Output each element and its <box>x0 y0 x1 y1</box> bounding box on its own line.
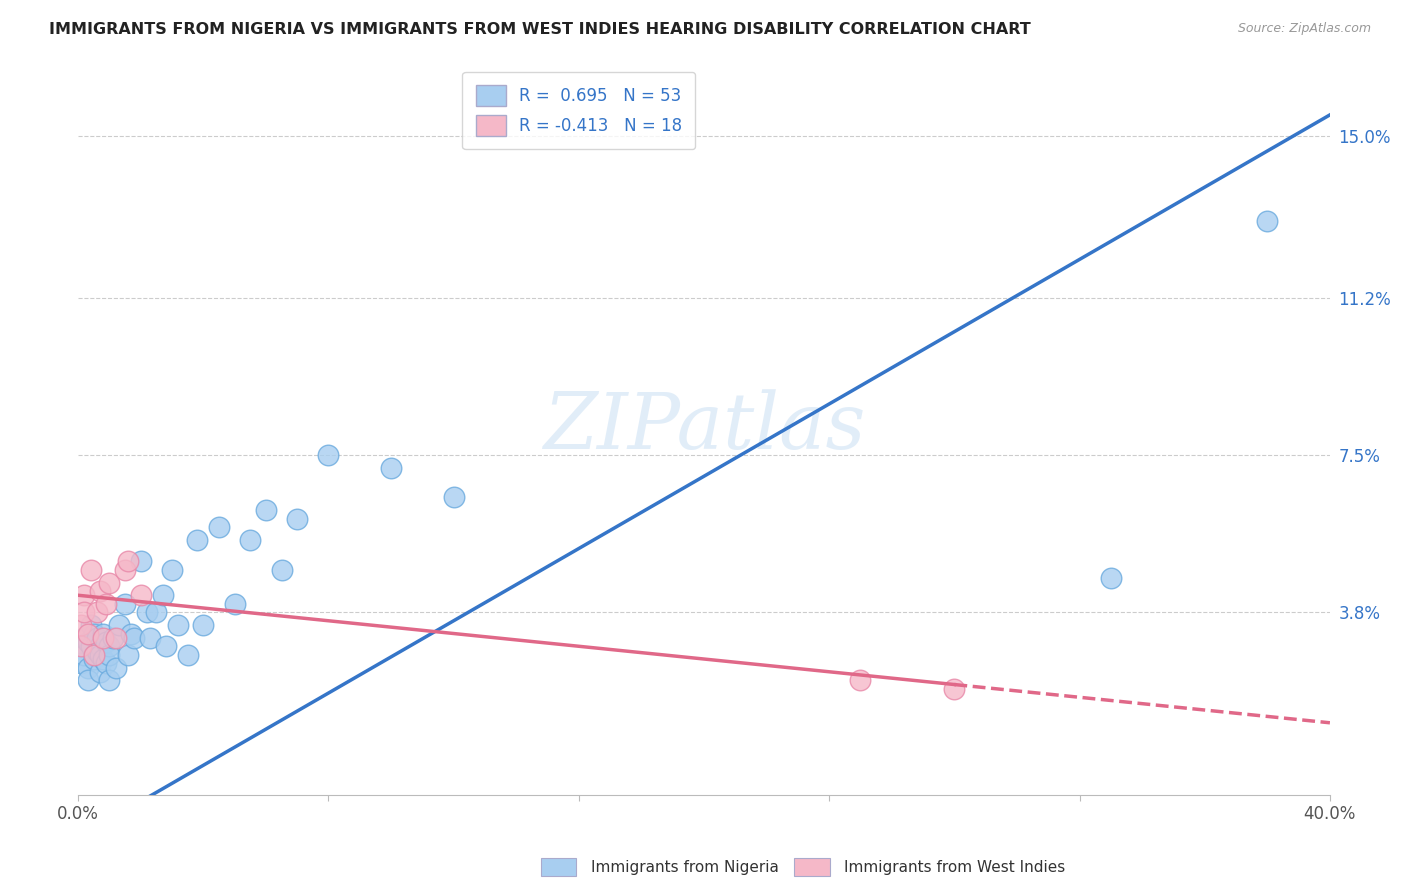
Point <box>98 575 121 590</box>
Point <box>86 631 108 645</box>
Point <box>318 448 340 462</box>
Point <box>98 648 121 662</box>
Text: IMMIGRANTS FROM NIGERIA VS IMMIGRANTS FROM WEST INDIES HEARING DISABILITY CORREL: IMMIGRANTS FROM NIGERIA VS IMMIGRANTS FR… <box>49 22 1031 37</box>
Point <box>104 631 127 645</box>
Point <box>79 640 101 654</box>
Point <box>79 618 101 632</box>
Point <box>943 681 966 696</box>
Point <box>117 648 139 662</box>
Point <box>129 554 152 568</box>
Point <box>193 618 215 632</box>
Point <box>208 520 231 534</box>
Point <box>254 503 277 517</box>
Point <box>443 491 465 505</box>
Point <box>139 631 162 645</box>
Point <box>117 554 139 568</box>
Point <box>91 626 114 640</box>
Point <box>96 597 118 611</box>
Point <box>83 626 105 640</box>
Point <box>89 640 111 654</box>
Point <box>129 588 152 602</box>
Point <box>186 533 208 547</box>
Point <box>167 618 190 632</box>
Point <box>104 660 127 674</box>
Point <box>91 652 114 666</box>
Point <box>107 618 129 632</box>
Point <box>70 640 93 654</box>
Point <box>76 635 98 649</box>
Point <box>70 640 93 654</box>
Point <box>145 605 167 619</box>
Point <box>70 618 93 632</box>
Point <box>124 631 146 645</box>
Point <box>86 643 108 657</box>
Point <box>285 512 308 526</box>
Point <box>76 626 98 640</box>
Point <box>176 648 198 662</box>
Point <box>76 660 98 674</box>
Point <box>83 648 105 662</box>
Point <box>83 648 105 662</box>
Point <box>73 631 96 645</box>
Text: Source: ZipAtlas.com: Source: ZipAtlas.com <box>1237 22 1371 36</box>
Legend: R =  0.695   N = 53, R = -0.413   N = 18: R = 0.695 N = 53, R = -0.413 N = 18 <box>463 71 696 150</box>
Point <box>98 640 121 654</box>
Point <box>86 605 108 619</box>
Point <box>98 673 121 688</box>
Point <box>96 635 118 649</box>
Point <box>239 533 262 547</box>
Point <box>96 657 118 671</box>
Point <box>89 665 111 679</box>
Point <box>101 631 124 645</box>
Point <box>224 597 246 611</box>
Point <box>114 563 136 577</box>
Point <box>83 652 105 666</box>
Point <box>155 640 177 654</box>
Point <box>1256 214 1278 228</box>
Point <box>160 563 183 577</box>
Point <box>136 605 159 619</box>
Point <box>1099 571 1122 585</box>
Point <box>114 597 136 611</box>
Point <box>89 648 111 662</box>
Point <box>91 631 114 645</box>
Point <box>79 563 101 577</box>
Point <box>73 588 96 602</box>
Text: ZIPatlas: ZIPatlas <box>543 389 865 466</box>
Point <box>152 588 174 602</box>
Text: Immigrants from Nigeria: Immigrants from Nigeria <box>591 860 779 874</box>
Point <box>70 657 93 671</box>
Point <box>120 626 142 640</box>
Point <box>89 584 111 599</box>
Point <box>380 460 402 475</box>
Point <box>73 648 96 662</box>
Point <box>270 563 292 577</box>
Point <box>76 673 98 688</box>
Point <box>73 605 96 619</box>
Point <box>849 673 872 688</box>
Text: Immigrants from West Indies: Immigrants from West Indies <box>844 860 1064 874</box>
